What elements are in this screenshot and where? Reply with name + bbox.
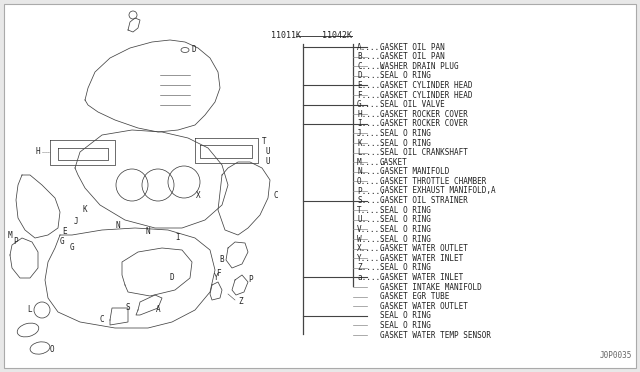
Text: K: K (83, 205, 87, 215)
Text: SEAL O RING: SEAL O RING (380, 263, 431, 272)
Text: Z.....: Z..... (357, 263, 385, 272)
Text: B: B (220, 256, 224, 264)
Text: GASKET ROCKER COVER: GASKET ROCKER COVER (380, 110, 468, 119)
Text: W.....: W..... (357, 234, 385, 244)
Text: SEAL O RING: SEAL O RING (380, 225, 431, 234)
Text: GASKET OIL PAN: GASKET OIL PAN (380, 52, 445, 61)
Text: C: C (273, 190, 278, 199)
Text: SEAL OIL CRANKSHAFT: SEAL OIL CRANKSHAFT (380, 148, 468, 157)
Text: P: P (248, 276, 253, 285)
Text: WASHER DRAIN PLUG: WASHER DRAIN PLUG (380, 62, 459, 71)
Text: B.....: B..... (357, 52, 385, 61)
Text: N.....: N..... (357, 167, 385, 176)
Text: GASKET ROCKER COVER: GASKET ROCKER COVER (380, 119, 468, 128)
Text: SEAL OIL VALVE: SEAL OIL VALVE (380, 100, 445, 109)
Text: GASKET MANIFOLD: GASKET MANIFOLD (380, 167, 449, 176)
Text: O.....: O..... (357, 177, 385, 186)
Text: GASKET WATER OUTLET: GASKET WATER OUTLET (380, 302, 468, 311)
Text: P.....: P..... (357, 186, 385, 196)
Text: C.....: C..... (357, 62, 385, 71)
Text: S: S (125, 304, 131, 312)
Text: M.....: M..... (357, 158, 385, 167)
Text: K.....: K..... (357, 138, 385, 148)
Text: SEAL O RING: SEAL O RING (380, 215, 431, 224)
Text: M: M (8, 231, 12, 240)
Text: D: D (192, 45, 196, 55)
Text: A.....: A..... (357, 42, 385, 51)
Text: SEAL O RING: SEAL O RING (380, 311, 431, 320)
Text: Y.....: Y..... (357, 254, 385, 263)
Text: GASKET OIL STRAINER: GASKET OIL STRAINER (380, 196, 468, 205)
Text: SEAL O RING: SEAL O RING (380, 321, 431, 330)
Text: C: C (100, 315, 104, 324)
Text: Y: Y (214, 273, 218, 282)
Text: H: H (36, 148, 40, 157)
Text: T.....: T..... (357, 206, 385, 215)
Text: GASKET WATER INLET: GASKET WATER INLET (380, 273, 463, 282)
Text: N: N (146, 228, 150, 237)
Text: L: L (28, 305, 32, 314)
Text: D.....: D..... (357, 71, 385, 80)
Text: E: E (63, 228, 67, 237)
Text: T: T (262, 138, 267, 147)
Text: SEAL O RING: SEAL O RING (380, 71, 431, 80)
Text: G: G (70, 244, 74, 253)
Text: 11011K: 11011K (271, 32, 301, 41)
Text: J: J (74, 218, 78, 227)
Text: F.....: F..... (357, 90, 385, 99)
Text: X: X (196, 190, 200, 199)
Text: GASKET CYLINDER HEAD: GASKET CYLINDER HEAD (380, 81, 472, 90)
Text: GASKET OIL PAN: GASKET OIL PAN (380, 42, 445, 51)
Text: GASKET CYLINDER HEAD: GASKET CYLINDER HEAD (380, 90, 472, 99)
Text: GASKET EGR TUBE: GASKET EGR TUBE (380, 292, 449, 301)
Text: U: U (266, 157, 271, 166)
Text: S.....: S..... (357, 196, 385, 205)
Text: SEAL O RING: SEAL O RING (380, 129, 431, 138)
Text: Z: Z (238, 298, 243, 307)
Text: J0P0035: J0P0035 (600, 351, 632, 360)
Text: SEAL O RING: SEAL O RING (380, 138, 431, 148)
Text: V.....: V..... (357, 225, 385, 234)
Text: O: O (50, 346, 54, 355)
Text: GASKET WATER OUTLET: GASKET WATER OUTLET (380, 244, 468, 253)
Text: G: G (60, 237, 64, 247)
Text: SEAL O RING: SEAL O RING (380, 234, 431, 244)
Text: D: D (170, 273, 174, 282)
Text: I.....: I..... (357, 119, 385, 128)
Text: 11042K: 11042K (322, 32, 352, 41)
Text: X.....: X..... (357, 244, 385, 253)
Text: I: I (176, 234, 180, 243)
Text: H.....: H..... (357, 110, 385, 119)
Text: L.....: L..... (357, 148, 385, 157)
Text: N: N (116, 221, 120, 230)
Text: GASKET: GASKET (380, 158, 408, 167)
Text: GASKET WATER TEMP SENSOR: GASKET WATER TEMP SENSOR (380, 330, 491, 340)
Text: E.....: E..... (357, 81, 385, 90)
Text: A: A (156, 305, 160, 314)
Text: SEAL O RING: SEAL O RING (380, 206, 431, 215)
Text: U: U (266, 148, 271, 157)
Text: GASKET INTAKE MANIFOLD: GASKET INTAKE MANIFOLD (380, 282, 482, 292)
Text: P: P (13, 237, 19, 247)
Text: GASKET WATER INLET: GASKET WATER INLET (380, 254, 463, 263)
Text: a.....: a..... (357, 273, 385, 282)
Text: GASKET THROTTLE CHAMBER: GASKET THROTTLE CHAMBER (380, 177, 486, 186)
Text: J.....: J..... (357, 129, 385, 138)
Text: GASKET EXHAUST MANIFOLD,A: GASKET EXHAUST MANIFOLD,A (380, 186, 495, 196)
Text: U.....: U..... (357, 215, 385, 224)
Text: F: F (216, 269, 220, 279)
Text: G.....: G..... (357, 100, 385, 109)
